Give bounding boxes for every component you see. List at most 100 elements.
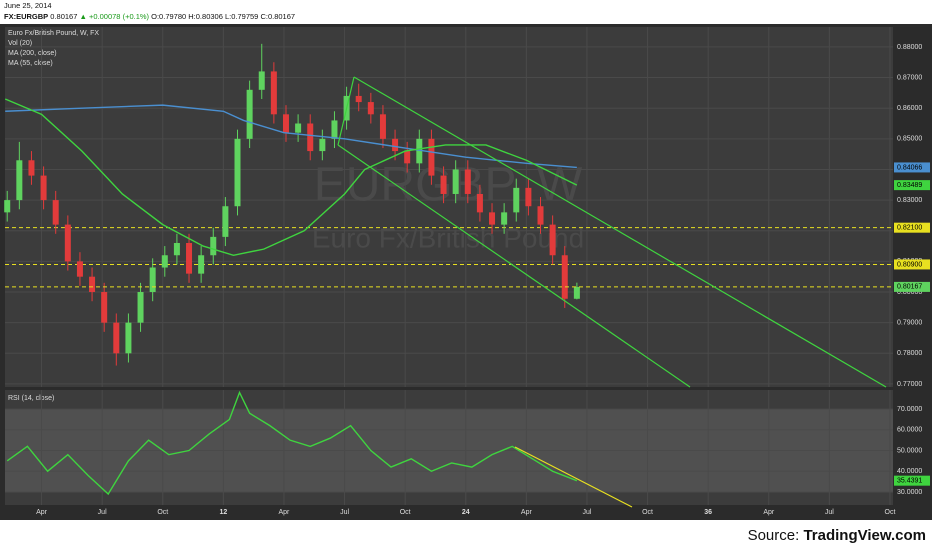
legend: Vol (20): [8, 40, 32, 47]
channel-edge: [337, 76, 355, 146]
x-tick-label: Apr: [36, 509, 48, 516]
candle-body: [501, 212, 508, 225]
candle-body: [573, 286, 580, 299]
x-tick-label: Oct: [157, 509, 168, 516]
x-tick-label: Jul: [98, 509, 107, 516]
price-badge-label: 0.83489: [897, 182, 922, 189]
candle-body: [561, 255, 568, 299]
candle-body: [234, 138, 241, 207]
x-tick-label: 12: [219, 509, 227, 516]
rsi-trend-line: [514, 446, 633, 508]
y-tick-label: 0.86000: [897, 105, 922, 112]
candle-body: [40, 175, 47, 201]
price-badge-label: 0.84066: [897, 164, 922, 171]
candle-body: [404, 151, 411, 164]
candle-body: [173, 243, 180, 256]
symbol: FX:EURGBP: [4, 12, 48, 21]
price-badge: [894, 475, 930, 486]
price-badge: [894, 162, 930, 173]
x-tick-label: 36: [704, 509, 712, 516]
x-tick-label: Apr: [521, 509, 533, 516]
source: Source: TradingView.com: [748, 527, 926, 544]
x-tick-label: Apr: [763, 509, 775, 516]
last: 0.80167: [50, 12, 77, 21]
candle-body: [489, 212, 496, 225]
x-tick-label: Apr: [279, 509, 291, 516]
candle-body: [537, 206, 544, 225]
price-badge-label: 0.80167: [897, 284, 922, 291]
candle-body: [28, 160, 35, 176]
x-tick-label: Jul: [582, 509, 591, 516]
candle-body: [101, 292, 108, 323]
channel-lower: [337, 144, 691, 388]
source-site: TradingView.com: [803, 527, 926, 544]
candle-body: [367, 102, 374, 115]
price-badge-label: 0.80900: [897, 261, 922, 268]
x-tick-label: Oct: [400, 509, 411, 516]
price-badge: [894, 180, 930, 191]
source-prefix: Source:: [748, 527, 804, 544]
candle-body: [210, 236, 217, 256]
x-tick-label: Oct: [642, 509, 653, 516]
candle-body: [125, 322, 132, 354]
candle-body: [392, 138, 399, 152]
candle-body: [198, 255, 205, 274]
candle-body: [549, 224, 556, 256]
candle-body: [186, 243, 193, 274]
candle-body: [4, 200, 11, 213]
candle-body: [222, 206, 229, 237]
y-tick-label: 70.0000: [897, 406, 922, 413]
candle-body: [149, 267, 156, 293]
trend-lines: [337, 76, 887, 388]
date: June 25, 2014: [4, 1, 52, 10]
candle-body: [525, 187, 532, 207]
candle-body: [258, 71, 265, 90]
y-tick-label: 50.0000: [897, 447, 922, 454]
high: H:0.80306: [188, 12, 223, 21]
candle-body: [89, 276, 96, 293]
ma-line: [5, 104, 577, 169]
y-tick-label: 0.78000: [897, 350, 922, 357]
y-tick-label: 0.87000: [897, 74, 922, 81]
close: C:0.80167: [260, 12, 295, 21]
x-tick-label: 24: [462, 509, 470, 516]
candle-body: [113, 322, 120, 354]
price-badge-label: 35.4391: [897, 478, 922, 485]
x-tick-label: Oct: [885, 509, 896, 516]
candle-body: [246, 89, 253, 139]
y-tick-label: 0.88000: [897, 44, 922, 51]
y-tick-label: 0.80000: [897, 289, 922, 296]
candle-body: [64, 224, 71, 262]
candle-body: [452, 169, 459, 194]
candle-body: [319, 138, 326, 152]
symbol: FX:EURGBP 0.80167 ▲ +0.00078 (+0.1%) O:0…: [4, 12, 295, 21]
candle-body: [270, 71, 277, 115]
y-tick-label: 0.83000: [897, 197, 922, 204]
legend: Euro Fx/British Pound, W, FX: [8, 30, 99, 37]
candle-body: [440, 175, 447, 194]
rsi-line: [6, 390, 578, 496]
legend: MA (55, close): [8, 60, 53, 67]
y-tick-label: 40.0000: [897, 468, 922, 475]
low: L:0.79759: [225, 12, 258, 21]
watermark: Euro Fx/British Pound: [312, 222, 584, 253]
candle-body: [282, 114, 289, 133]
candle-body: [379, 114, 386, 139]
candle-body: [513, 187, 520, 213]
y-tick-label: 0.79000: [897, 320, 922, 327]
price-badge-label: 0.82100: [897, 225, 922, 232]
price-panel: [5, 27, 893, 387]
candle-body: [52, 200, 59, 225]
candle-body: [161, 255, 168, 268]
open: O:0.79780: [151, 12, 186, 21]
rsi-title: RSI (14, close): [8, 395, 54, 402]
price-badge: [894, 281, 930, 292]
candle-body: [355, 95, 362, 103]
y-tick-label: 0.85000: [897, 136, 922, 143]
candle-body: [137, 292, 144, 323]
candle-body: [295, 123, 302, 133]
x-tick-label: Jul: [340, 509, 349, 516]
price-badge: [894, 222, 930, 233]
candle-body: [428, 138, 435, 176]
